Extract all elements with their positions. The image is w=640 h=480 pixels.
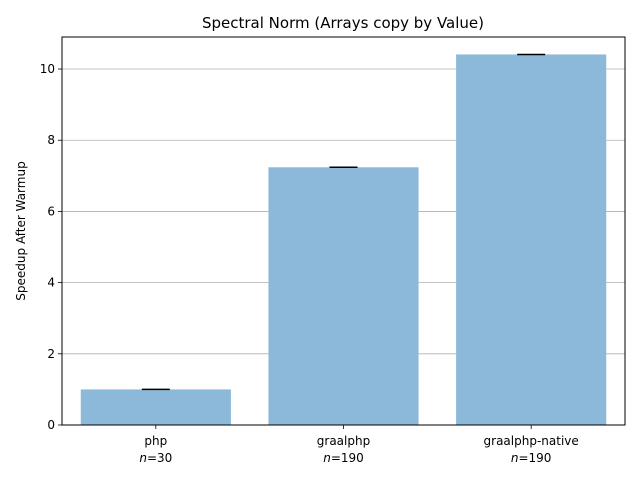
y-tick-label: 8 bbox=[47, 133, 55, 147]
y-ticks: 0 2 4 6 8 10 bbox=[40, 62, 62, 432]
x-tick-label: php bbox=[144, 434, 167, 448]
y-axis-label: Speedup After Warmup bbox=[14, 161, 28, 300]
y-tick-label: 2 bbox=[47, 347, 55, 361]
y-tick-label: 0 bbox=[47, 418, 55, 432]
bar-graalphp-native bbox=[456, 54, 607, 426]
x-tick-label: graalphp bbox=[317, 434, 370, 448]
y-tick-label: 6 bbox=[47, 204, 55, 218]
chart-title: Spectral Norm (Arrays copy by Value) bbox=[202, 14, 484, 32]
y-tick-label: 10 bbox=[40, 62, 55, 76]
bars bbox=[80, 54, 607, 426]
x-tick-label: graalphp-native bbox=[484, 434, 579, 448]
error-bars bbox=[141, 53, 546, 391]
x-tick-sample-size: n=30 bbox=[139, 451, 172, 465]
x-ticks: php n=30 graalphp n=190 graalphp-native n=190 bbox=[139, 425, 579, 465]
x-tick-sample-size: n=190 bbox=[323, 451, 364, 465]
bar-php bbox=[80, 389, 231, 425]
y-tick-label: 4 bbox=[47, 276, 55, 290]
x-tick-sample-size: n=190 bbox=[511, 451, 552, 465]
bar-graalphp bbox=[268, 167, 419, 425]
